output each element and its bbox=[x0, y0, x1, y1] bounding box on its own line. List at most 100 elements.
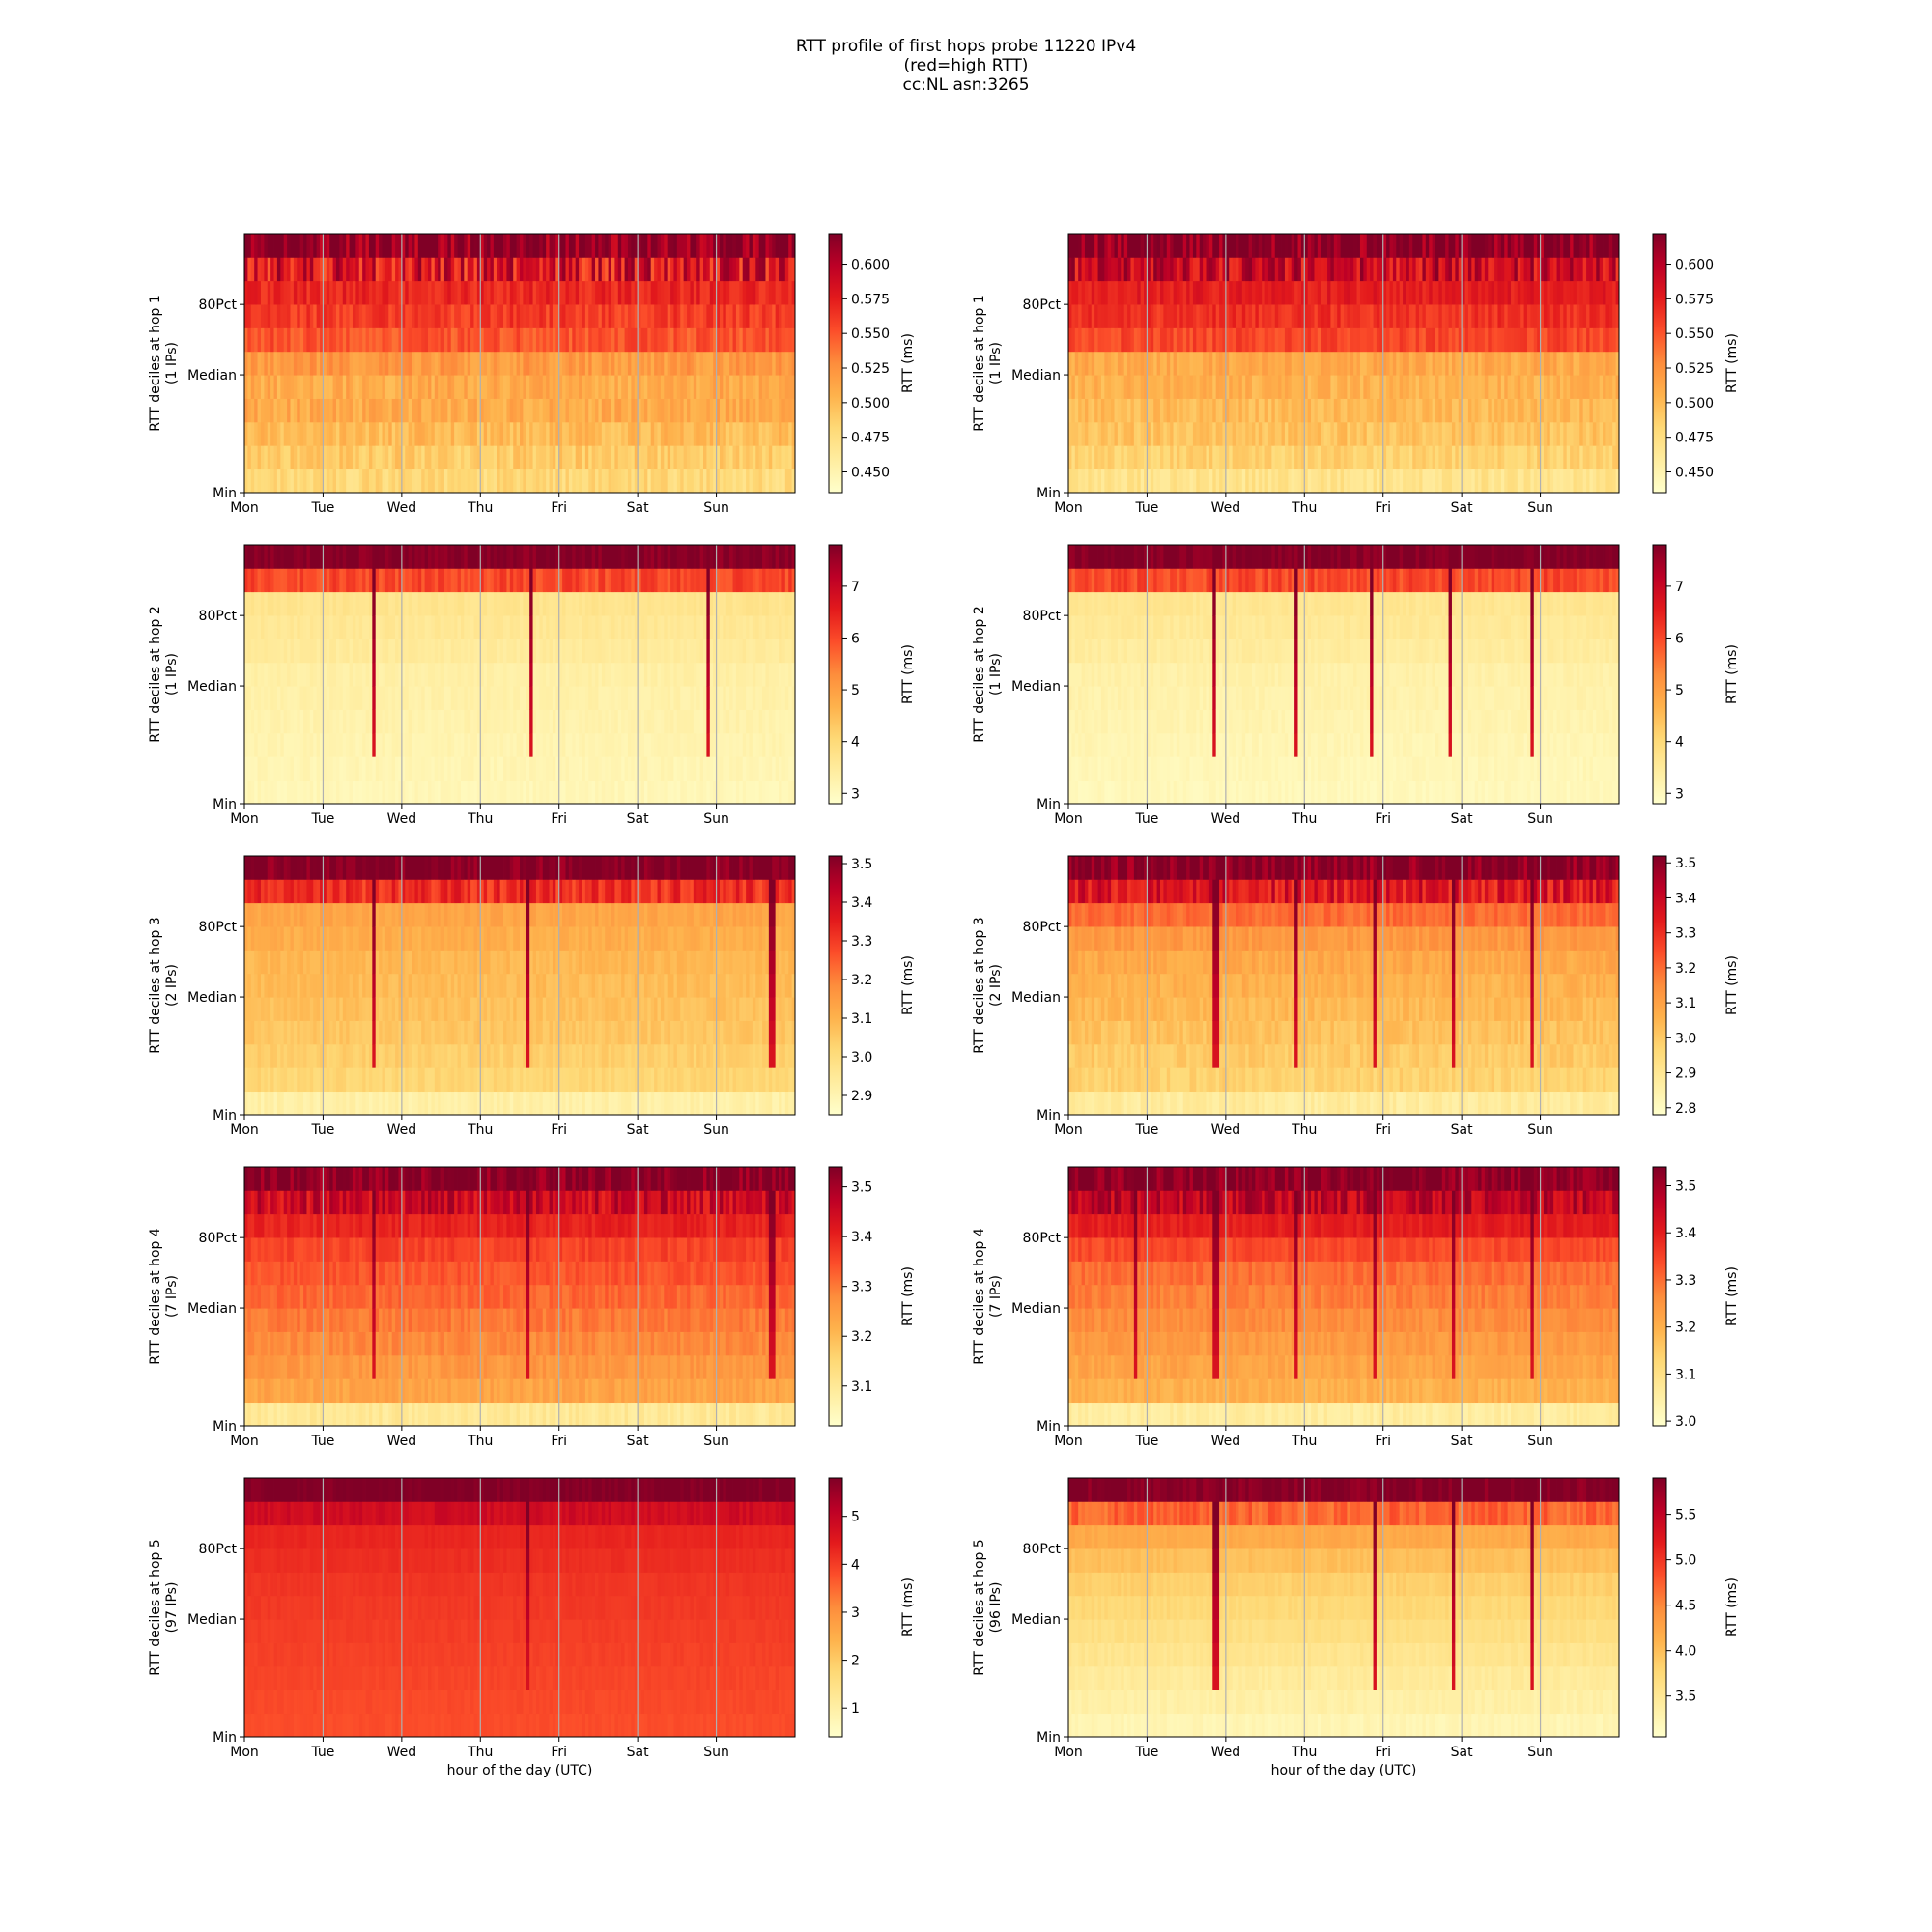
heatmap-cell bbox=[788, 399, 792, 423]
heatmap-cell bbox=[1547, 304, 1550, 328]
heatmap-cell bbox=[1583, 234, 1587, 258]
heatmap-cell bbox=[579, 281, 582, 305]
heatmap-cell bbox=[536, 615, 540, 639]
heatmap-cell bbox=[317, 375, 321, 399]
heatmap-cell bbox=[497, 234, 500, 258]
heatmap-cell bbox=[690, 304, 694, 328]
heatmap-cell bbox=[277, 639, 281, 663]
heatmap-cell bbox=[346, 756, 350, 781]
heatmap-cell bbox=[468, 375, 471, 399]
heatmap-cell bbox=[336, 615, 340, 639]
heatmap-cell bbox=[1137, 399, 1141, 423]
heatmap-cell bbox=[1151, 422, 1154, 446]
heatmap-cell bbox=[1433, 445, 1436, 469]
heatmap-cell bbox=[1350, 445, 1354, 469]
heatmap-cell bbox=[651, 234, 655, 258]
heatmap-cell bbox=[438, 663, 441, 687]
heatmap-cell bbox=[343, 733, 347, 757]
heatmap-cell bbox=[1557, 375, 1561, 399]
heatmap-cell bbox=[517, 663, 521, 687]
heatmap-cell bbox=[1589, 352, 1593, 376]
heatmap-cell bbox=[733, 399, 737, 423]
heatmap-cell bbox=[494, 375, 497, 399]
heatmap-cell bbox=[454, 568, 458, 592]
heatmap-cell bbox=[287, 781, 291, 805]
heatmap-cell bbox=[595, 663, 599, 687]
heatmap-cell bbox=[284, 375, 288, 399]
heatmap-cell bbox=[362, 686, 366, 710]
heatmap-cell bbox=[1196, 399, 1200, 423]
heatmap-cell bbox=[1238, 234, 1242, 258]
heatmap-cell bbox=[772, 469, 776, 494]
heatmap-cell bbox=[1445, 257, 1449, 281]
heatmap-cell bbox=[684, 352, 688, 376]
heatmap-cell bbox=[1471, 422, 1475, 446]
x-tick-label: Tue bbox=[310, 500, 334, 516]
heatmap-cell bbox=[1153, 234, 1157, 258]
heatmap-cell bbox=[405, 281, 409, 305]
heatmap-cell bbox=[451, 781, 455, 805]
heatmap-cell bbox=[1574, 422, 1577, 446]
heatmap-cell bbox=[513, 304, 517, 328]
heatmap-cell bbox=[1341, 375, 1345, 399]
heatmap-cell bbox=[1124, 422, 1128, 446]
heatmap-cell bbox=[1071, 304, 1075, 328]
heatmap-cell bbox=[333, 592, 337, 616]
heatmap-cell bbox=[759, 469, 763, 494]
heatmap-cell bbox=[1560, 399, 1564, 423]
heatmap-cell bbox=[1075, 281, 1079, 305]
heatmap-cell bbox=[661, 445, 665, 469]
heatmap-cell bbox=[333, 686, 337, 710]
heatmap-cell bbox=[336, 686, 340, 710]
heatmap-cell bbox=[592, 469, 596, 494]
heatmap-cell bbox=[487, 686, 491, 710]
heatmap-cell bbox=[414, 375, 418, 399]
heatmap-cell bbox=[274, 545, 278, 569]
heatmap-cells bbox=[244, 545, 795, 804]
heatmap-cell bbox=[621, 469, 625, 494]
heatmap-cell bbox=[353, 469, 356, 494]
heatmap-cell bbox=[1396, 375, 1400, 399]
heatmap-cell bbox=[605, 399, 609, 423]
heatmap-cell bbox=[268, 686, 271, 710]
heatmap-cell bbox=[303, 304, 307, 328]
heatmap-cell bbox=[625, 469, 629, 494]
heatmap-cell bbox=[284, 592, 288, 616]
heatmap-cell bbox=[641, 375, 645, 399]
heatmap-cell bbox=[366, 733, 370, 757]
heatmap-cell bbox=[569, 422, 573, 446]
heatmap-cell bbox=[1262, 445, 1265, 469]
heatmap-cell bbox=[435, 281, 439, 305]
heatmap-cell bbox=[1242, 469, 1246, 494]
heatmap-cell bbox=[539, 304, 543, 328]
heatmap-cell bbox=[383, 592, 386, 616]
heatmap-cell bbox=[739, 234, 743, 258]
heatmap-cell bbox=[1403, 234, 1406, 258]
heatmap-cell bbox=[1275, 445, 1279, 469]
heatmap-cell bbox=[1550, 469, 1554, 494]
heatmap-cell bbox=[500, 756, 504, 781]
heatmap-cell bbox=[1603, 234, 1606, 258]
heatmap-cell bbox=[736, 257, 740, 281]
heatmap-cell bbox=[1550, 327, 1554, 352]
heatmap-cell bbox=[244, 592, 248, 616]
heatmap-cell bbox=[566, 733, 570, 757]
heatmap-cell bbox=[425, 257, 429, 281]
heatmap-cell bbox=[543, 445, 547, 469]
heatmap-cell bbox=[576, 733, 580, 757]
heatmap-cell bbox=[614, 422, 618, 446]
heatmap-cell bbox=[723, 445, 726, 469]
heatmap-cell bbox=[1386, 422, 1390, 446]
heatmap-cell bbox=[372, 234, 376, 258]
heatmap-cell bbox=[435, 545, 439, 569]
heatmap-cell bbox=[458, 234, 462, 258]
heatmap-cell bbox=[1416, 352, 1420, 376]
heatmap-cell bbox=[520, 281, 524, 305]
heatmap-cell bbox=[779, 234, 782, 258]
heatmap-cell bbox=[461, 663, 465, 687]
heatmap-cell bbox=[343, 281, 347, 305]
heatmap-cell bbox=[258, 469, 262, 494]
heatmap-cell bbox=[1603, 352, 1606, 376]
heatmap-cell bbox=[1252, 399, 1256, 423]
